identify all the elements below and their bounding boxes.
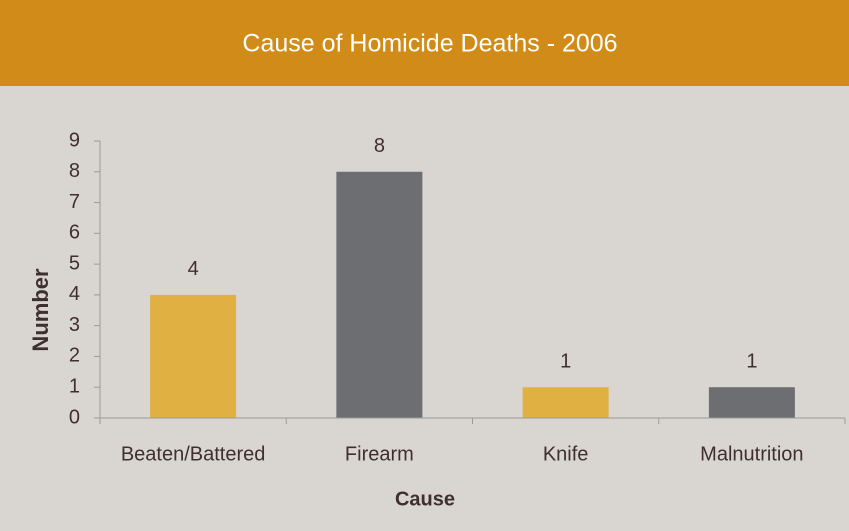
y-tick-label: 6 <box>69 222 80 244</box>
header-band <box>0 0 849 86</box>
value-label: 4 <box>188 258 199 280</box>
value-label: 1 <box>746 351 757 373</box>
bar <box>150 294 237 418</box>
value-label: 1 <box>560 351 571 373</box>
y-tick-label: 2 <box>69 345 80 367</box>
y-tick-label: 8 <box>69 160 80 182</box>
bar <box>708 387 795 418</box>
x-axis-label: Cause <box>395 488 455 510</box>
y-axis-label: Number <box>28 268 53 352</box>
y-tick-label: 1 <box>69 376 80 398</box>
chart-title: Cause of Homicide Deaths - 2006 <box>242 30 617 58</box>
x-tick-label: Beaten/Battered <box>121 443 266 465</box>
x-tick-label: Malnutrition <box>700 443 803 465</box>
x-tick-label: Firearm <box>345 443 414 465</box>
bar <box>522 387 609 418</box>
y-tick-label: 7 <box>69 191 80 213</box>
value-label: 8 <box>374 135 385 157</box>
y-tick-label: 5 <box>69 252 80 274</box>
x-tick-label: Knife <box>543 443 589 465</box>
y-tick-label: 9 <box>69 129 80 151</box>
bar <box>336 171 423 418</box>
y-tick-label: 0 <box>69 406 80 428</box>
y-tick-label: 4 <box>69 283 80 305</box>
y-tick-label: 3 <box>69 314 80 336</box>
